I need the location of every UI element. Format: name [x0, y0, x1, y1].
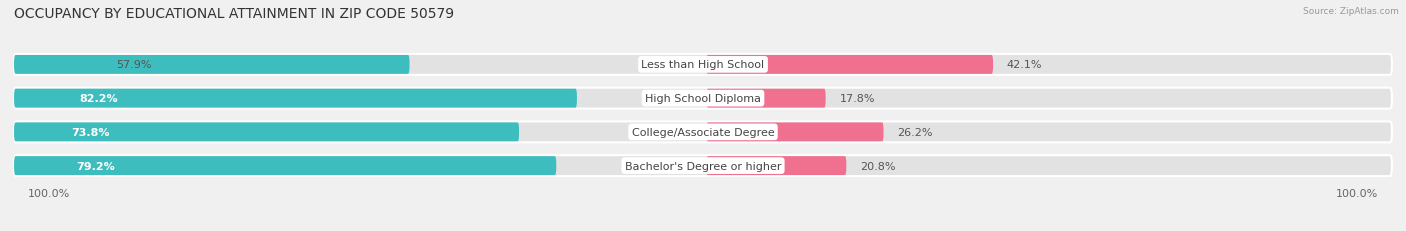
- Text: 79.2%: 79.2%: [76, 161, 115, 171]
- Text: 20.8%: 20.8%: [860, 161, 896, 171]
- FancyBboxPatch shape: [14, 122, 1392, 143]
- Text: 100.0%: 100.0%: [1336, 188, 1378, 198]
- FancyBboxPatch shape: [14, 56, 409, 75]
- Text: Bachelor's Degree or higher: Bachelor's Degree or higher: [624, 161, 782, 171]
- FancyBboxPatch shape: [14, 88, 1392, 109]
- Text: 42.1%: 42.1%: [1007, 60, 1042, 70]
- Text: Source: ZipAtlas.com: Source: ZipAtlas.com: [1303, 7, 1399, 16]
- Text: 26.2%: 26.2%: [897, 127, 932, 137]
- Text: 17.8%: 17.8%: [839, 94, 875, 104]
- Text: 73.8%: 73.8%: [72, 127, 110, 137]
- FancyBboxPatch shape: [706, 156, 846, 175]
- Text: 82.2%: 82.2%: [80, 94, 118, 104]
- Text: Less than High School: Less than High School: [641, 60, 765, 70]
- FancyBboxPatch shape: [706, 89, 825, 108]
- FancyBboxPatch shape: [14, 155, 1392, 176]
- Text: OCCUPANCY BY EDUCATIONAL ATTAINMENT IN ZIP CODE 50579: OCCUPANCY BY EDUCATIONAL ATTAINMENT IN Z…: [14, 7, 454, 21]
- Text: High School Diploma: High School Diploma: [645, 94, 761, 104]
- FancyBboxPatch shape: [706, 123, 883, 142]
- FancyBboxPatch shape: [14, 55, 1392, 76]
- Text: 100.0%: 100.0%: [28, 188, 70, 198]
- FancyBboxPatch shape: [14, 123, 519, 142]
- Text: College/Associate Degree: College/Associate Degree: [631, 127, 775, 137]
- FancyBboxPatch shape: [706, 56, 993, 75]
- FancyBboxPatch shape: [14, 89, 576, 108]
- Text: 57.9%: 57.9%: [115, 60, 152, 70]
- FancyBboxPatch shape: [14, 156, 557, 175]
